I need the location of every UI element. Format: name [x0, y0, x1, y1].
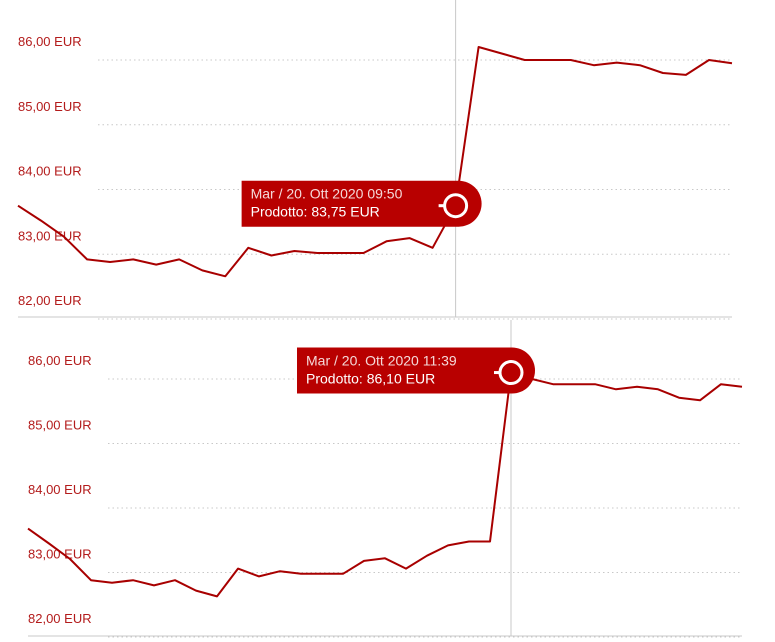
y-tick-label: 82,00 EUR	[18, 293, 82, 308]
y-tick-label: 82,00 EUR	[28, 611, 92, 626]
y-tick-label: 85,00 EUR	[18, 99, 82, 114]
tooltip-date: Mar / 20. Ott 2020 09:50	[251, 186, 403, 202]
tooltip-background	[241, 180, 482, 227]
tooltip-date: Mar / 20. Ott 2020 11:39	[306, 353, 457, 369]
tooltip: Mar / 20. Ott 2020 11:39 Prodotto: 86,10 …	[297, 347, 535, 394]
price-chart-top[interactable]: 86,00 EUR 85,00 EUR 84,00 EUR 83,00 EUR 82,0…	[0, 0, 775, 320]
y-tick-label: 83,00 EUR	[18, 228, 82, 243]
y-tick-label: 84,00 EUR	[28, 482, 92, 497]
series-line	[17, 46, 733, 278]
y-tick-label: 83,00 EUR	[28, 547, 92, 562]
y-tick-label: 84,00 EUR	[18, 164, 82, 179]
series-line	[27, 371, 743, 598]
tooltip-background	[297, 347, 535, 394]
highlight-marker-dot	[506, 368, 516, 378]
price-chart-bottom[interactable]: 86,00 EUR 85,00 EUR 84,00 EUR 83,00 EUR 82,0…	[0, 320, 775, 642]
y-tick-label: 86,00 EUR	[28, 353, 92, 368]
tooltip-value: Prodotto: 83,75 EUR	[251, 204, 380, 220]
y-tick-label: 86,00 EUR	[18, 34, 82, 49]
y-tick-label: 85,00 EUR	[28, 418, 92, 433]
line-chart-svg[interactable]: 86,00 EUR 85,00 EUR 84,00 EUR 83,00 EUR 82,0…	[0, 0, 775, 320]
tooltip: Mar / 20. Ott 2020 09:50 Prodotto: 83,75 …	[241, 180, 482, 227]
tooltip-value: Prodotto: 86,10 EUR	[306, 371, 435, 387]
line-chart-svg[interactable]: 86,00 EUR 85,00 EUR 84,00 EUR 83,00 EUR 82,0…	[0, 320, 775, 642]
highlight-marker-dot	[451, 201, 461, 211]
